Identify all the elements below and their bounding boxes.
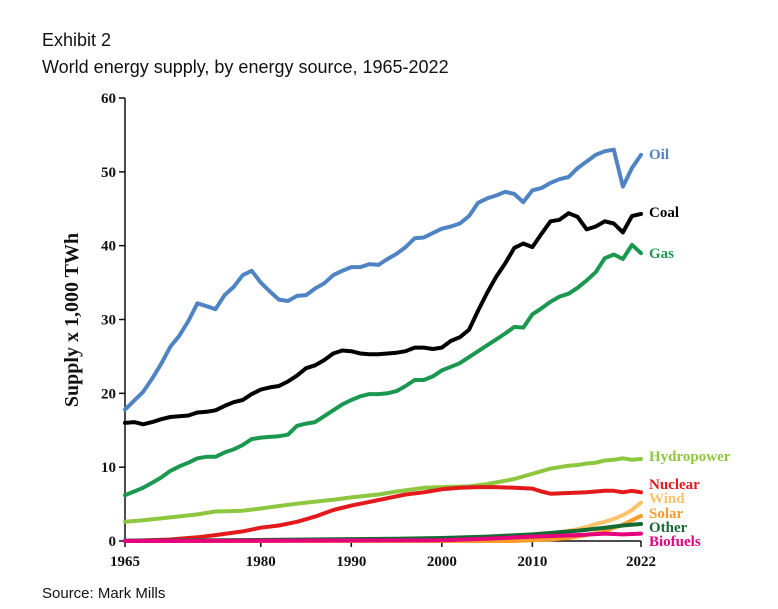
x-tick-label: 1990 (336, 554, 366, 570)
chart-title: World energy supply, by energy source, 1… (42, 57, 449, 77)
series-label-gas: Gas (649, 246, 674, 262)
source-note: Source: Mark Mills (42, 585, 166, 602)
series-labels: Oil Coal Gas Hydropower NuclearWindSolarOthe… (649, 147, 731, 550)
series-label-solar: Solar (649, 506, 684, 522)
series-label-oil: Oil (649, 147, 669, 163)
y-axis-label: Supply x 1,000 TWh (61, 233, 83, 407)
series-line-coal (123, 211, 643, 427)
chart-series (123, 147, 643, 543)
x-tick-label: 2010 (517, 554, 547, 570)
y-tick-label: 60 (101, 91, 116, 107)
y-tick-label: 40 (101, 239, 116, 255)
series-label-wind: Wind (649, 491, 685, 507)
x-tick-label: 1965 (110, 554, 140, 570)
series-label-biofuels: Biofuels (649, 534, 701, 550)
y-tick-label: 30 (101, 313, 116, 329)
y-tick-label: 10 (101, 460, 116, 476)
series-line-oil (123, 147, 643, 412)
series-line-gas (123, 242, 643, 498)
x-tick-label: 2022 (626, 554, 656, 570)
y-tick-label: 50 (101, 165, 116, 181)
series-line-hydropower (123, 456, 643, 524)
x-tick-label: 2000 (427, 554, 457, 570)
series-line-biofuels (123, 531, 643, 543)
series-label-nuclear: Nuclear (649, 477, 700, 493)
y-tick-label: 0 (109, 534, 117, 550)
exhibit-label: Exhibit 2 (42, 30, 112, 50)
series-line-nuclear (123, 485, 643, 543)
y-tick-label: 20 (101, 386, 116, 402)
series-label-hydropower: Hydropower (649, 449, 731, 465)
series-label-other: Other (649, 520, 688, 536)
series-label-coal: Coal (649, 205, 679, 221)
x-tick-label: 1980 (246, 554, 276, 570)
